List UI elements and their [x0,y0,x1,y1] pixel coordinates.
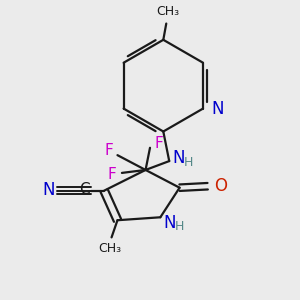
Text: N: N [43,181,56,199]
Text: CH₃: CH₃ [156,4,179,18]
Text: F: F [107,167,116,182]
Text: CH₃: CH₃ [98,242,122,255]
Text: O: O [214,177,227,195]
Text: C: C [79,182,89,197]
Text: N: N [211,100,224,118]
Text: N: N [172,149,185,167]
Text: F: F [154,136,163,151]
Text: N: N [163,214,176,232]
Text: H: H [175,220,184,233]
Text: H: H [183,156,193,169]
Text: F: F [104,143,113,158]
